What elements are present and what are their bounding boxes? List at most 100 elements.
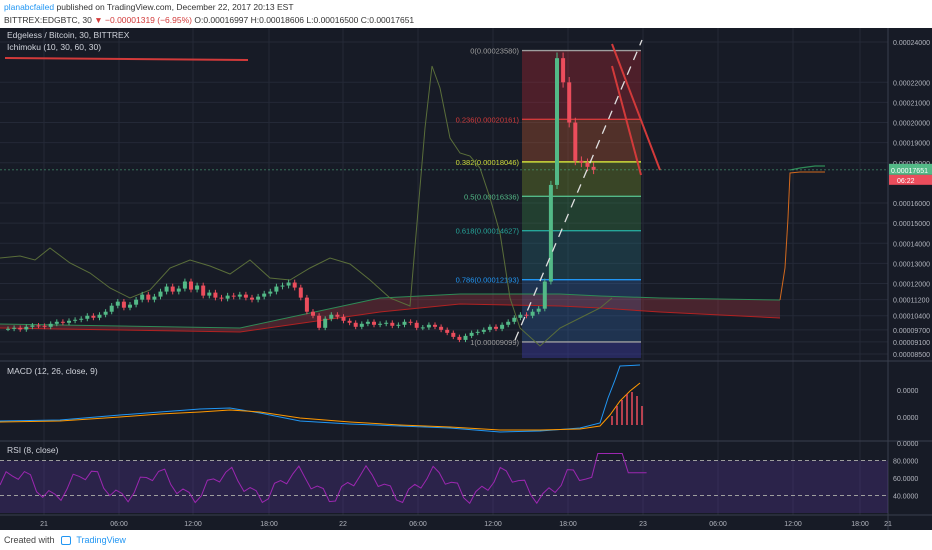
candle-body — [189, 281, 193, 290]
candle-body — [6, 328, 10, 330]
pane-separators — [0, 28, 932, 530]
price-tick: 0.00021000 — [893, 100, 930, 107]
time-tick: 18:00 — [260, 521, 278, 528]
price-tick: 0.00009100 — [893, 340, 930, 347]
candle-body — [494, 326, 498, 329]
price-tick: 0.00009700 — [893, 328, 930, 335]
candle-body — [396, 324, 401, 326]
candle-body — [439, 326, 444, 330]
price-tick: 0.00010400 — [893, 314, 930, 321]
candle-body — [341, 316, 346, 321]
candle-body — [555, 58, 559, 185]
candle-body — [243, 294, 248, 298]
candle-body — [365, 321, 370, 324]
price-tick: 0.00016000 — [893, 201, 930, 208]
candle-body — [359, 323, 364, 327]
candle-body — [30, 325, 35, 327]
candle-body — [256, 296, 261, 300]
candle-body — [176, 288, 181, 292]
fib-label: 0.618(0.00014627) — [456, 227, 520, 236]
macd-tick: 0.0000 — [897, 388, 919, 395]
publish-info: published on TradingView.com, December 2… — [56, 2, 294, 12]
created-with: Created with TradingView — [4, 535, 126, 546]
author-link[interactable]: planabcfailed — [4, 2, 55, 12]
fib-trendline — [514, 39, 643, 341]
candle-body — [103, 311, 108, 315]
fib-extension-zone — [522, 341, 641, 358]
tradingview-logo-icon — [61, 536, 72, 546]
candle-body — [414, 322, 419, 328]
rsi-band — [0, 460, 888, 513]
candle-body — [115, 301, 120, 306]
candle-body — [573, 122, 578, 161]
candle-body — [408, 321, 413, 323]
macd-pane — [0, 364, 643, 433]
rsi-tick: 40.0000 — [893, 494, 918, 501]
time-tick: 21 — [40, 521, 48, 528]
trend-drawings — [4, 39, 661, 341]
candle-body — [426, 324, 431, 328]
candle-body — [487, 326, 492, 330]
candle-body — [128, 304, 132, 308]
chart-area[interactable]: 0(0.00023580) 0.236(0.00020161) 0.382(0.00… — [0, 28, 932, 530]
candle-body — [372, 321, 376, 325]
candle-body — [585, 162, 590, 167]
candle-body — [335, 314, 340, 317]
fib-zone — [522, 279, 641, 342]
candle-body — [378, 323, 383, 325]
senkou-b — [0, 303, 781, 333]
candle-body — [536, 308, 541, 312]
candle-body — [48, 323, 53, 327]
candles — [6, 52, 596, 343]
candle-body — [433, 324, 437, 327]
candle-body — [445, 329, 450, 333]
kumo-area — [0, 294, 780, 332]
candle-body — [146, 294, 151, 300]
senkou-b-future — [779, 171, 825, 301]
macd-legend: MACD (12, 26, close, 9) — [7, 366, 98, 376]
time-axis: 21 06:00 12:00 18:00 22 06:00 12:00 18:00 23 06:0… — [40, 521, 892, 528]
candle-body — [506, 321, 511, 325]
candle-body — [323, 318, 328, 328]
price-axis: 0.00024000 0.00022000 0.00021000 0.00020000… — [0, 40, 932, 501]
time-tick: 06:00 — [409, 521, 427, 528]
grid-lines — [0, 28, 888, 515]
last-price-label: 0.00017651 — [891, 168, 928, 175]
candle-body — [451, 332, 456, 337]
candle-body — [219, 297, 224, 299]
candle-body — [109, 305, 114, 312]
candle-body — [262, 293, 267, 297]
time-tick: 06:00 — [110, 521, 128, 528]
price-tick: 0.00019000 — [893, 141, 930, 148]
candle-body — [85, 315, 90, 319]
chart-header: planabcfailed published on TradingView.c… — [0, 0, 932, 28]
ichimoku-legend: Ichimoku (10, 30, 60, 30) — [7, 42, 101, 52]
ichimoku-cloud — [0, 294, 780, 332]
candle-body — [353, 322, 358, 327]
candle-body — [24, 326, 29, 330]
candle-body — [97, 314, 102, 318]
fib-zone — [522, 196, 641, 231]
fib-zones — [522, 50, 641, 358]
candle-body — [79, 318, 84, 320]
candle-body — [524, 314, 529, 316]
candle-body — [207, 292, 212, 296]
candle-body — [420, 327, 425, 329]
publish-line: planabcfailed published on TradingView.c… — [4, 2, 294, 12]
candle-body — [579, 160, 584, 163]
time-tick: 12:00 — [784, 521, 802, 528]
fib-zone — [522, 119, 641, 162]
tradingview-brand[interactable]: TradingView — [76, 535, 126, 545]
candle-body — [567, 82, 572, 123]
candle-body — [18, 327, 23, 330]
candle-body — [500, 324, 505, 329]
time-tick: 06:00 — [709, 521, 727, 528]
candle-body — [463, 335, 468, 340]
chart-svg[interactable]: 0(0.00023580) 0.236(0.00020161) 0.382(0.00… — [0, 28, 932, 530]
candle-body — [36, 325, 41, 327]
candle-body — [561, 58, 566, 83]
candle-body — [268, 291, 273, 294]
price-tick: 0.00015000 — [893, 221, 930, 228]
time-tick: 18:00 — [559, 521, 577, 528]
candle-body — [292, 282, 297, 288]
